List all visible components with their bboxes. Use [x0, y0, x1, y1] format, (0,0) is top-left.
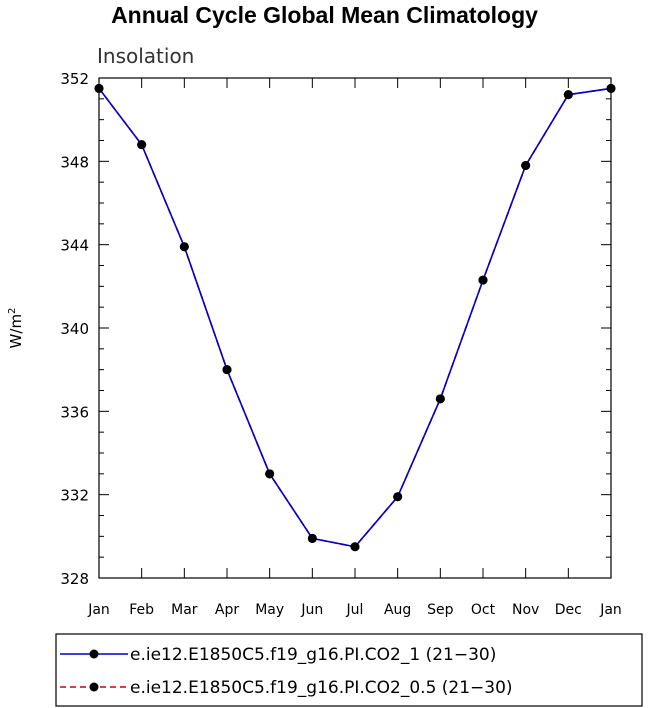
x-tick-label: Dec — [555, 602, 582, 618]
x-tick-label: Jun — [300, 602, 323, 618]
data-point — [222, 365, 232, 375]
series-line-2 — [98, 87, 612, 548]
y-axis-label: W/m2 — [7, 308, 25, 349]
data-point — [265, 469, 275, 479]
plot-frame — [98, 77, 612, 579]
chart-subtitle: Insolation — [97, 44, 194, 68]
data-point — [563, 90, 573, 100]
data-point — [606, 83, 616, 93]
chart-title: Annual Cycle Global Mean Climatology — [111, 2, 538, 28]
x-tick-label: Aug — [384, 602, 411, 618]
data-point — [307, 533, 317, 543]
y-tick-label: 328 — [60, 570, 89, 588]
x-tick-label: Jan — [87, 602, 110, 618]
x-tick-label: Sep — [427, 602, 454, 618]
data-point — [179, 242, 189, 252]
data-point — [393, 492, 403, 502]
data-point — [137, 140, 147, 150]
data-point — [435, 394, 445, 404]
legend-box — [55, 633, 643, 707]
x-tick-label: Jul — [346, 602, 364, 618]
legend-marker — [89, 649, 99, 659]
x-tick-label: Jan — [599, 602, 622, 618]
legend-marker — [89, 682, 99, 692]
data-point — [350, 542, 360, 552]
y-tick-label: 348 — [60, 153, 89, 171]
x-tick-label: Mar — [171, 602, 198, 618]
series-line-1 — [98, 87, 612, 548]
x-tick-label: Nov — [512, 602, 539, 618]
y-tick-label: 340 — [60, 320, 89, 338]
legend: e.ie12.E1850C5.f19_g16.PI.CO2_1 (21−30) e… — [55, 633, 643, 707]
x-tick-label: May — [255, 602, 284, 618]
y-tick-label: 352 — [60, 70, 89, 88]
y-tick-label: 336 — [60, 403, 89, 421]
plot-area: 328 332 336 340 344 348 352 Jan Feb Mar Apr May Jun J… — [7, 70, 622, 618]
data-point — [478, 275, 488, 285]
x-tick-label: Apr — [215, 602, 239, 618]
y-tick-label: 344 — [60, 237, 89, 255]
data-point — [94, 83, 104, 93]
y-tick-label: 332 — [60, 487, 89, 505]
legend-entry-label: e.ie12.E1850C5.f19_g16.PI.CO2_1 (21−30) — [130, 645, 496, 665]
data-point — [521, 161, 531, 170]
x-tick-label: Oct — [471, 602, 496, 618]
legend-entry-label: e.ie12.E1850C5.f19_g16.PI.CO2_0.5 (21−30… — [130, 678, 513, 698]
x-tick-label: Feb — [129, 602, 154, 618]
